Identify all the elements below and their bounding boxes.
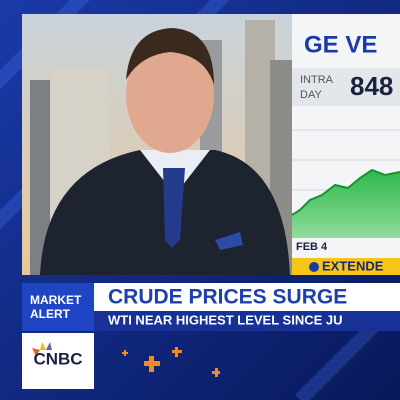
network-name: CNBC [33,349,82,368]
ticker-label: INTRA [300,74,334,86]
subline: WTI NEAR HIGHEST LEVEL SINCE JU [108,312,343,327]
decor-plus [122,347,220,377]
headline: CRUDE PRICES SURGE [108,286,347,309]
ticker-label: DAY [300,89,322,101]
ticker-session: EXTENDE [322,258,384,273]
ticker-panel: GE VE INTRA DAY 848 FEB 4 EXTENDE [291,14,400,275]
session-icon [309,262,319,272]
price-line [291,168,400,216]
price-area [292,170,400,238]
alert-tag: ALERT [30,307,71,321]
ticker-symbol: GE VE [304,31,377,58]
network-logo: CNBC [32,342,83,368]
ticker-price: 848 [350,71,393,101]
alert-tag: MARKET [30,293,82,307]
ticker-date: FEB 4 [296,241,328,253]
lower-third: MARKET ALERT CRUDE PRICES SURGE WTI NEAR… [22,283,400,389]
video-feed [22,14,292,275]
